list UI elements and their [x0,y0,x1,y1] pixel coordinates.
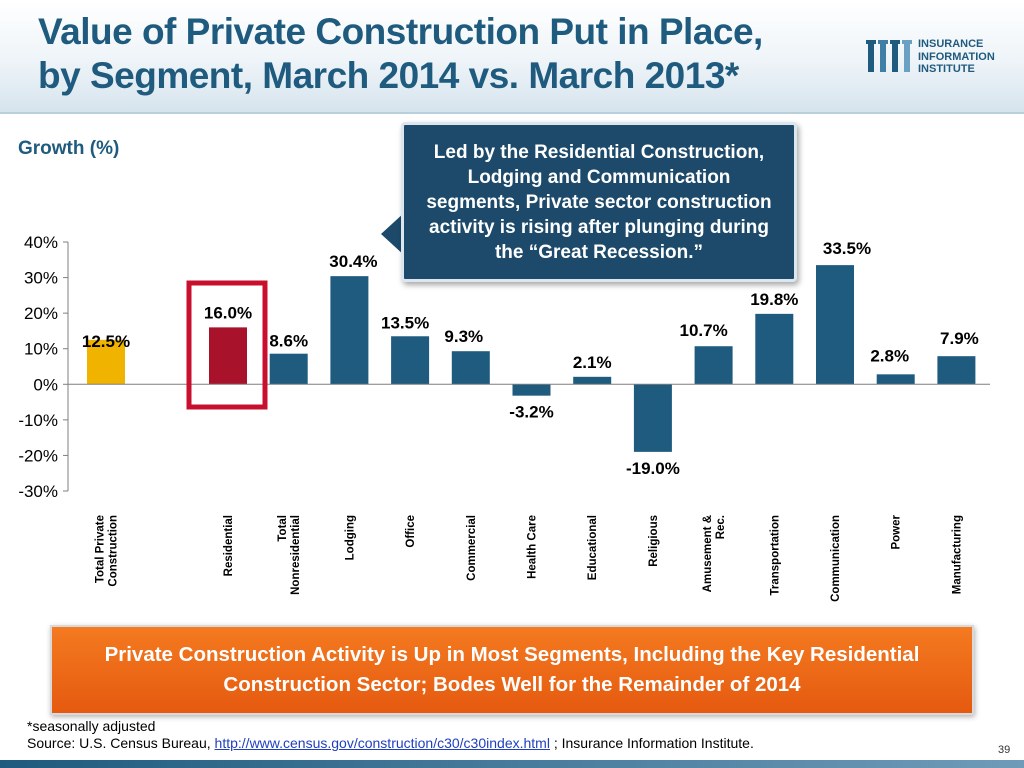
data-label: -19.0% [626,459,680,478]
bar [451,351,490,385]
category-label-line: Communication [830,515,842,602]
category-label-line: Amusement & [702,515,714,592]
category-label-line: Commercial [466,515,478,581]
bar-chart: 40% 30% 20% 10% 0% -10% -20% -30% 12.5% Total Pri… [18,233,990,602]
source-suffix: ; Insurance Information Institute. [549,735,754,751]
logo-text: INSURANCE INFORMATION INSTITUTE [918,38,1018,76]
data-label: 9.3% [444,327,483,346]
logo-line: INFORMATION [918,50,995,63]
bar [633,384,672,452]
category-label: Total Nonresidential [277,515,302,595]
source-line: Source: U.S. Census Bureau, http://www.c… [27,735,754,752]
source-link[interactable]: http://www.census.gov/construction/c30/c… [214,735,550,751]
data-label: 2.8% [870,346,909,365]
data-label: 8.6% [269,332,308,351]
category-label: Amusement & Rec. [702,515,727,592]
y-tick-label: -30% [18,482,58,501]
bar [937,356,976,385]
y-tick-label: 40% [24,233,58,252]
bar [876,374,915,385]
title-line-2: by Segment, March 2014 vs. March 2013* [38,55,739,96]
data-label: 12.5% [82,332,130,351]
category-label: Residential [223,515,235,576]
bar [209,327,247,385]
data-label: 7.9% [940,329,979,348]
logo-line: INSURANCE [918,38,984,50]
category-label-line: Power [891,514,903,549]
iii-logo: INSURANCE INFORMATION INSTITUTE [866,36,1016,80]
category-label: Educational [587,515,599,580]
category-label-line: Total Private [95,515,107,583]
bar [573,376,612,385]
data-label: 16.0% [204,303,252,322]
category-label: Commercial [466,515,478,581]
category-label-line: Construction [108,515,120,587]
bar [87,339,125,385]
y-tick-label: 20% [24,304,58,323]
title-line-1: Value of Private Construction Put in Pla… [38,11,763,52]
category-label: Manufacturing [951,515,963,594]
data-label: 2.1% [573,353,612,372]
category-label: Total Private Construction [95,515,120,587]
data-label: 19.8% [750,290,798,309]
category-label-line: Rec. [715,515,727,539]
category-label: Health Care [527,515,539,579]
category-label: Communication [830,515,842,602]
summary-banner: Private Construction Activity is Up in M… [50,625,974,715]
banner-text: Private Construction Activity is Up in M… [104,643,920,696]
y-tick-label: 0% [33,375,58,394]
y-tick-label: -10% [18,411,58,430]
bar [816,265,854,385]
source-prefix: Source: U.S. Census Bureau, [27,735,215,751]
data-label: 10.7% [679,321,727,340]
category-label: Power [891,514,903,549]
highlight-box [186,280,268,410]
bar [694,346,733,385]
data-label: 30.4% [329,252,377,271]
category-label-line: Manufacturing [951,515,963,594]
category-label-line: Transportation [769,515,781,596]
logo-line: INSTITUTE [918,63,975,75]
footnote: *seasonally adjusted Source: U.S. Census… [27,718,754,752]
y-tick-label: 10% [24,340,58,359]
bottom-strip [0,760,1024,768]
category-label-line: Residential [223,515,235,576]
y-tick-label: 30% [24,269,58,288]
category-label-line: Religious [648,515,660,567]
callout-box: Led by the Residential Construction, Lod… [401,122,797,282]
category-label: Office [405,515,417,548]
bar [512,384,551,396]
footnote-seasonal: *seasonally adjusted [27,718,156,734]
bar [755,313,794,385]
category-label-line: Health Care [527,515,539,579]
data-label: -3.2% [509,403,553,422]
category-label-line: Total [277,515,289,542]
slide-header: Value of Private Construction Put in Pla… [0,0,1024,114]
y-tick-label: -20% [18,446,58,465]
y-axis-title: Growth (%) [18,138,120,159]
callout-text: Led by the Residential Construction, Lod… [426,141,772,263]
bar [330,276,369,385]
category-label-line: Nonresidential [290,515,302,595]
category-label: Religious [648,515,660,567]
bar [269,353,308,385]
category-label: Transportation [769,515,781,596]
slide-title: Value of Private Construction Put in Pla… [38,10,858,98]
category-label: Lodging [344,515,356,560]
category-label-line: Lodging [344,515,356,560]
page-number: 39 [998,744,1011,756]
iii-logo-icon [866,40,912,72]
category-label-line: Educational [587,515,599,580]
category-label-line: Office [405,515,417,548]
data-label: 33.5% [823,239,871,258]
bar [391,336,430,385]
data-label: 13.5% [381,313,429,332]
